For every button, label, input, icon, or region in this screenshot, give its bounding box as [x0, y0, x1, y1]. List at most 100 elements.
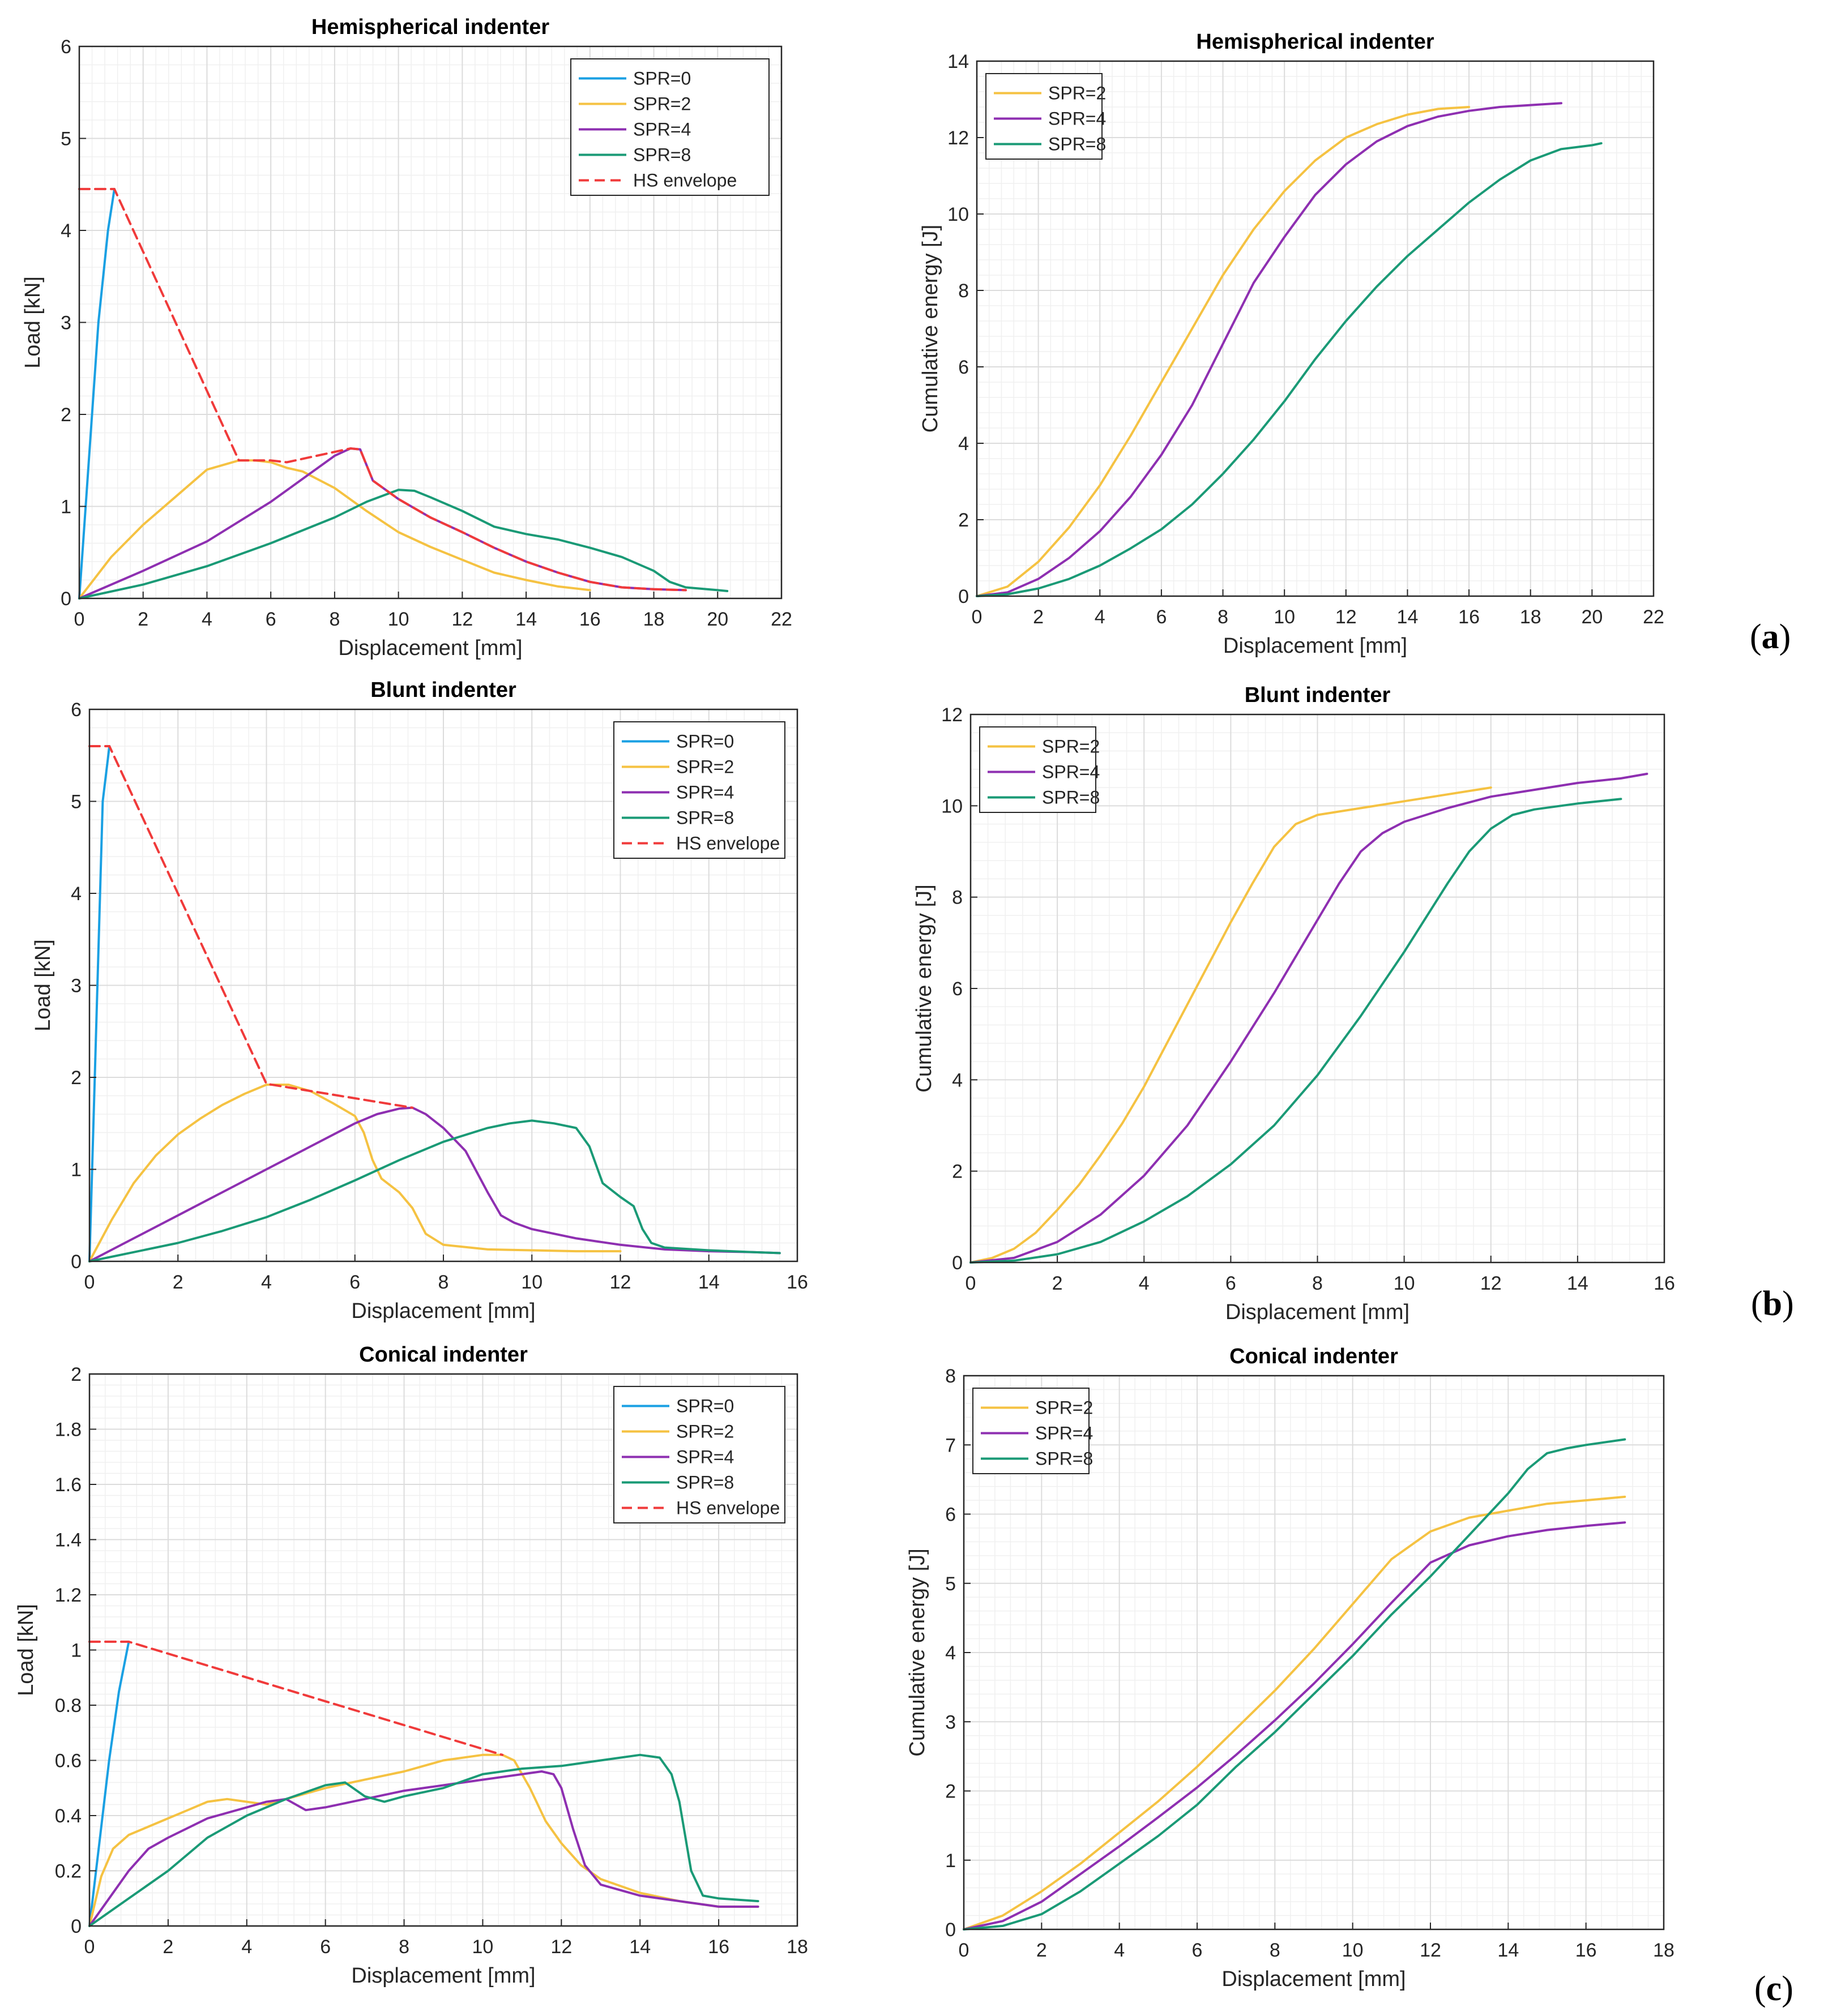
series-line-spr-4 [963, 1521, 1626, 1931]
y-tick-label: 3 [945, 1711, 956, 1733]
panel-label-c: (c) [1754, 1970, 1793, 2008]
y-tick-label: 6 [61, 36, 71, 58]
y-tick-label: 3 [71, 975, 82, 997]
x-tick-label: 4 [1114, 1940, 1125, 1961]
y-axis-label: Load [kN] [21, 276, 45, 369]
y-tick-label: 2 [71, 1364, 82, 1385]
y-tick-label: 5 [61, 129, 71, 150]
chart-c-left: 0 2 4 6 8 10 12 14 16 18 0 0.2 0.4 0.6 0.8 1 1.2 1.4 1.6 1.… [14, 1343, 808, 1988]
series-line-spr-8 [976, 142, 1603, 597]
x-axis-label: Displacement [mm] [338, 636, 522, 660]
x-tick-label: 8 [1218, 606, 1228, 628]
x-tick-label: 12 [451, 609, 473, 630]
x-tick-label: 6 [349, 1272, 360, 1293]
x-tick-label: 14 [1567, 1273, 1588, 1294]
y-tick-label: 1 [945, 1850, 956, 1872]
legend-entry: SPR=4 [1035, 1423, 1093, 1444]
series-line-spr-8 [88, 1119, 781, 1262]
y-tick-label: 4 [71, 883, 82, 905]
y-tick-label: 8 [958, 280, 969, 302]
legend-entry: SPR=8 [1048, 134, 1106, 155]
x-tick-label: 10 [1342, 1940, 1364, 1961]
x-tick-label: 10 [388, 609, 409, 630]
y-tick-label: 0.8 [55, 1695, 82, 1717]
y-tick-label: 3 [61, 313, 71, 334]
legend-entry: SPR=4 [676, 782, 734, 803]
x-tick-label: 16 [579, 609, 601, 630]
x-tick-label: 6 [320, 1936, 331, 1958]
y-tick-label: 10 [941, 795, 963, 817]
chart-a-left: 0 2 4 6 8 10 12 14 16 18 20 220123456Hemispherical … [21, 15, 792, 660]
x-tick-label: 2 [138, 609, 148, 630]
y-tick-label: 2 [945, 1781, 956, 1803]
x-tick-label: 16 [787, 1272, 808, 1293]
y-tick-label: 1 [61, 496, 71, 518]
x-axis-label: Displacement [mm] [1223, 634, 1407, 658]
legend-entry: HS envelope [676, 1498, 780, 1518]
legend-entry: SPR=2 [1042, 737, 1100, 757]
x-tick-label: 12 [1335, 606, 1357, 628]
series-line-hs-envelope [88, 1640, 504, 1756]
y-tick-label: 12 [947, 127, 969, 149]
series-line-spr-8 [78, 489, 729, 600]
y-tick-label: 0 [958, 586, 969, 607]
y-tick-label: 4 [945, 1642, 956, 1664]
x-tick-label: 16 [708, 1936, 729, 1958]
y-tick-label: 2 [958, 510, 969, 531]
y-axis-label: Cumulative energy [J] [905, 1548, 929, 1757]
x-tick-label: 22 [1643, 606, 1664, 628]
x-tick-label: 6 [1225, 1273, 1236, 1294]
x-axis-label: Displacement [mm] [1221, 1967, 1406, 1991]
x-tick-label: 18 [787, 1936, 808, 1958]
chart-title: Blunt indenter [1245, 683, 1391, 707]
x-tick-label: 12 [1420, 1940, 1441, 1961]
panel-label-b: (b) [1751, 1285, 1794, 1323]
legend-box [613, 1386, 785, 1523]
chart-title: Conical indenter [359, 1343, 528, 1367]
legend-entry: SPR=0 [633, 69, 691, 89]
legend: SPR=0 SPR=2 SPR=4 SPR=8 HS envelope [570, 58, 770, 196]
chart-title: Conical indenter [1229, 1345, 1398, 1368]
x-tick-label: 4 [261, 1272, 272, 1293]
y-tick-label: 0.6 [55, 1750, 82, 1772]
x-tick-label: 12 [550, 1936, 572, 1958]
x-tick-label: 10 [1394, 1273, 1415, 1294]
x-tick-label: 18 [643, 609, 665, 630]
legend-entry: SPR=8 [676, 1473, 734, 1493]
x-tick-label: 18 [1520, 606, 1541, 628]
series-line-spr-2 [88, 1084, 622, 1262]
x-axis-label: Displacement [mm] [351, 1964, 535, 1988]
series-line-spr-2 [963, 1495, 1626, 1931]
y-tick-label: 0 [71, 1916, 82, 1937]
legend-entry: SPR=8 [676, 808, 734, 828]
y-tick-label: 0.4 [55, 1805, 82, 1827]
y-tick-label: 1.4 [55, 1530, 82, 1551]
x-tick-label: 8 [1312, 1273, 1323, 1294]
x-tick-label: 12 [1480, 1273, 1502, 1294]
x-tick-label: 8 [399, 1936, 409, 1958]
series-line-spr-2 [78, 459, 591, 600]
x-tick-label: 0 [84, 1272, 95, 1293]
x-tick-label: 4 [241, 1936, 252, 1958]
x-axis-label: Displacement [mm] [351, 1299, 535, 1323]
x-tick-label: 2 [173, 1272, 183, 1293]
y-tick-label: 4 [952, 1069, 963, 1091]
series-line-hs-envelope [88, 745, 414, 1109]
x-tick-label: 0 [74, 609, 85, 630]
y-tick-label: 2 [61, 404, 71, 426]
legend-entry: SPR=4 [633, 119, 691, 140]
x-tick-label: 0 [84, 1936, 95, 1958]
x-tick-label: 16 [1458, 606, 1480, 628]
y-tick-label: 1.8 [55, 1419, 82, 1441]
series-line-spr-4 [88, 1106, 781, 1262]
x-tick-label: 4 [1139, 1273, 1150, 1294]
chart-title: Hemispherical indenter [1196, 30, 1434, 54]
y-tick-label: 1 [71, 1159, 82, 1181]
series-line-spr-0 [88, 745, 111, 1262]
legend-entry: SPR=8 [633, 145, 691, 165]
series-line-spr-8 [969, 798, 1622, 1264]
y-tick-label: 0 [71, 1251, 82, 1273]
x-tick-label: 2 [163, 1936, 173, 1958]
series-line-spr-8 [88, 1753, 759, 1927]
